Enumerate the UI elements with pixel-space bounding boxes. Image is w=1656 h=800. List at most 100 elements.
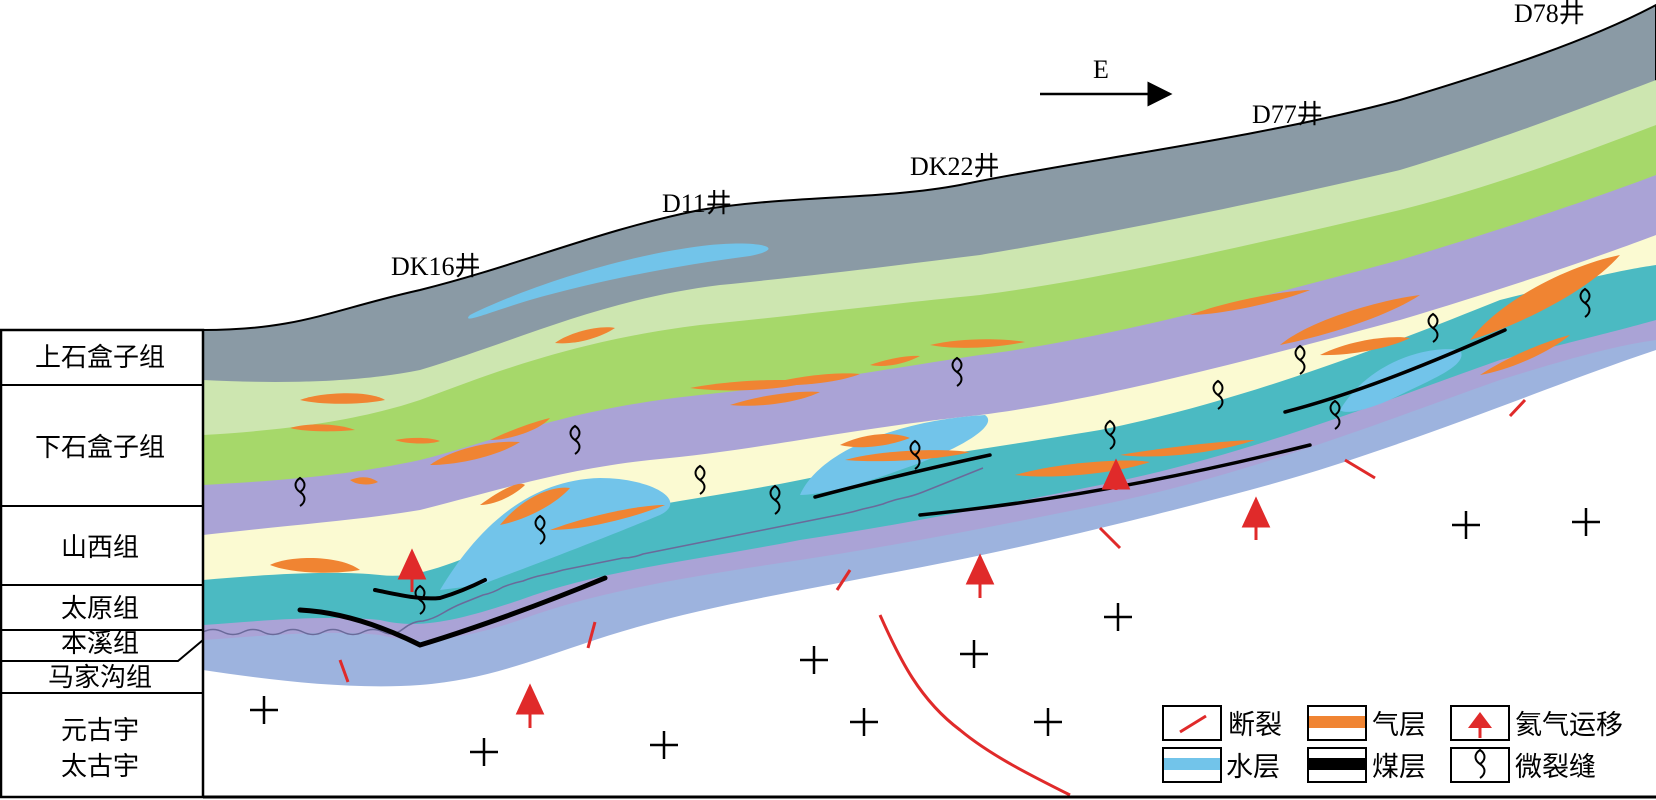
strat-label-lower-shihezi: 下石盒子组 bbox=[35, 433, 165, 462]
legend-label: 微裂缝 bbox=[1515, 752, 1596, 782]
gas-lens bbox=[1470, 255, 1620, 340]
helium-arrow bbox=[515, 683, 545, 728]
plus-symbol bbox=[250, 696, 278, 724]
coal-seam bbox=[1283, 328, 1507, 414]
coal-seam bbox=[813, 453, 992, 499]
gas-lens bbox=[395, 437, 440, 444]
gas-lens bbox=[930, 339, 1025, 348]
well-labels: DK16井 D11井 DK22井 D77井 D78井 bbox=[391, 0, 1585, 281]
plus-symbol bbox=[650, 731, 678, 759]
fault-tick bbox=[338, 659, 350, 683]
microfracture-symbol bbox=[1329, 399, 1341, 430]
legend-label: 气层 bbox=[1372, 710, 1426, 740]
strat-label-taiyuan: 太原组 bbox=[61, 594, 139, 623]
stratum-basement bbox=[203, 350, 1656, 800]
fault-tick bbox=[1508, 398, 1527, 418]
gas-lens bbox=[550, 505, 665, 530]
gas-lens bbox=[555, 327, 615, 344]
strat-label-benxi: 本溪组 bbox=[61, 629, 139, 658]
fault-tick bbox=[1098, 526, 1122, 550]
gas-lens bbox=[870, 355, 920, 366]
strat-label-majiagou: 马家沟组 bbox=[48, 663, 152, 692]
basement-symbols bbox=[250, 508, 1600, 766]
microfracture-symbol bbox=[569, 424, 581, 455]
gas-lens bbox=[1190, 290, 1310, 315]
microfracture-symbol bbox=[294, 476, 306, 507]
microfractures bbox=[294, 287, 1591, 615]
strata-group bbox=[203, 3, 1656, 800]
plus-symbol bbox=[850, 708, 878, 736]
plus-symbol bbox=[1104, 603, 1132, 631]
legend: 断裂 气层 氦气运移 水层 煤层 微裂缝 bbox=[1162, 705, 1623, 783]
legend-label: 断裂 bbox=[1228, 710, 1282, 740]
plus-symbol bbox=[1572, 508, 1600, 536]
strat-column-frame bbox=[0, 328, 205, 799]
gas-lenses bbox=[270, 255, 1620, 573]
microfracture-symbol bbox=[951, 356, 963, 387]
gas-lens bbox=[1280, 295, 1420, 345]
plus-symbol bbox=[1034, 708, 1062, 736]
plus-symbol bbox=[470, 738, 498, 766]
microfracture-symbol bbox=[1212, 379, 1224, 410]
well-label: D77井 bbox=[1252, 100, 1323, 129]
gas-lens bbox=[490, 418, 550, 440]
unconformity-line bbox=[203, 467, 984, 636]
water-lens bbox=[468, 243, 769, 319]
gas-lens bbox=[730, 391, 820, 406]
direction-indicator: E bbox=[1040, 55, 1173, 107]
helium-arrow bbox=[1101, 458, 1131, 490]
well-label: D78井 bbox=[1514, 0, 1585, 28]
direction-label: E bbox=[1093, 55, 1109, 84]
gas-lens bbox=[500, 487, 570, 525]
microfracture-symbol bbox=[414, 584, 426, 615]
legend-label: 煤层 bbox=[1372, 752, 1426, 782]
coal-seam bbox=[297, 575, 608, 648]
helium-arrow bbox=[397, 548, 427, 592]
faults bbox=[338, 398, 1527, 683]
legend-item-gas: 气层 bbox=[1307, 705, 1426, 741]
helium-arrows bbox=[397, 458, 1271, 728]
gas-lens bbox=[765, 373, 860, 386]
major-fault bbox=[878, 614, 1071, 797]
well-label: DK16井 bbox=[391, 252, 481, 281]
coal-seam bbox=[918, 443, 1312, 517]
gas-lens bbox=[290, 424, 355, 432]
gas-lens bbox=[270, 558, 360, 573]
legend-item-helium: 氦气运移 bbox=[1450, 705, 1623, 741]
strat-column: 上石盒子组 下石盒子组 山西组 太原组 本溪组 马家沟组 元古宇 太古宇 bbox=[0, 328, 205, 799]
gas-lens bbox=[350, 477, 378, 485]
helium-arrow bbox=[1241, 496, 1271, 540]
legend-label: 氦气运移 bbox=[1515, 710, 1623, 740]
legend-item-coal: 煤层 bbox=[1307, 747, 1426, 783]
gas-lens bbox=[840, 434, 910, 448]
coal-seams bbox=[297, 328, 1507, 648]
microfracture-symbol bbox=[1104, 419, 1116, 450]
gas-lens bbox=[480, 483, 525, 505]
microfracture-symbol bbox=[1294, 344, 1306, 375]
gas-lens bbox=[1120, 440, 1255, 457]
microfracture-symbol bbox=[1579, 287, 1591, 318]
microfracture-symbol bbox=[909, 439, 921, 470]
microfracture-symbol bbox=[694, 464, 706, 495]
strat-label-proterozoic: 元古宇 bbox=[61, 716, 139, 745]
microfracture-symbol bbox=[534, 514, 546, 545]
microfracture-symbol bbox=[769, 484, 781, 515]
legend-item-water: 水层 bbox=[1162, 747, 1280, 783]
gas-lens bbox=[300, 393, 385, 404]
gas-lens bbox=[430, 441, 520, 465]
strat-label-upper-shihezi: 上石盒子组 bbox=[35, 343, 165, 372]
water-lens bbox=[440, 478, 671, 590]
coal-seam bbox=[373, 578, 487, 601]
gas-lens bbox=[845, 450, 970, 462]
plus-symbol bbox=[800, 646, 828, 674]
gas-lens bbox=[1320, 337, 1410, 356]
plus-symbol bbox=[1452, 511, 1480, 539]
well-label: DK22井 bbox=[910, 152, 1000, 181]
fault-tick bbox=[586, 621, 597, 649]
legend-item-fault: 断裂 bbox=[1162, 705, 1282, 741]
legend-item-microfracture: 微裂缝 bbox=[1450, 747, 1596, 783]
strat-label-shanxi: 山西组 bbox=[61, 533, 139, 562]
legend-label: 水层 bbox=[1226, 752, 1280, 782]
strat-label-archean: 太古宇 bbox=[61, 752, 139, 781]
helium-arrow bbox=[965, 553, 995, 598]
